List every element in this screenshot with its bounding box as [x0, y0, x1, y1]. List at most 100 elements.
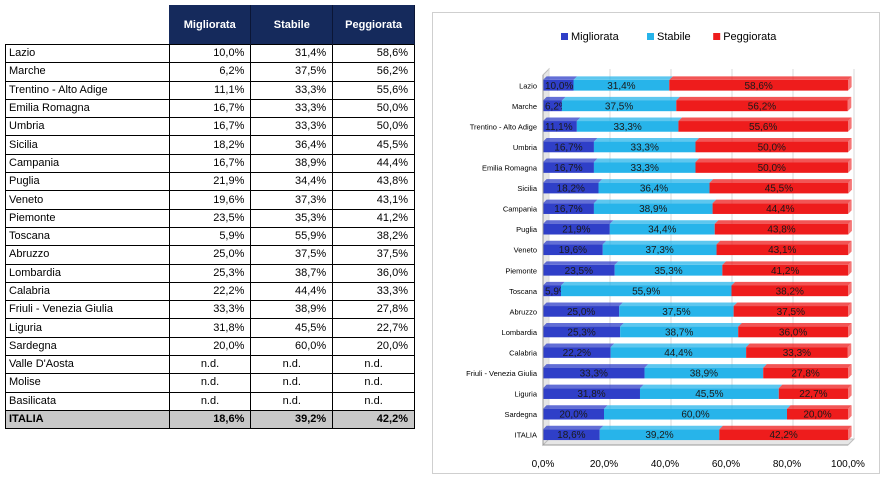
migliorata-cell: 16,7% — [168, 153, 252, 174]
region-cell: Piemonte — [5, 208, 170, 228]
peggiorata-cell: 20,0% — [332, 336, 415, 357]
migliorata-cell: 5,9% — [168, 226, 252, 247]
category-label: Emilia Romagna — [482, 164, 538, 173]
x-tick-label: 100,0% — [831, 459, 865, 470]
bar-top-face — [604, 405, 791, 409]
bar-segment-stabile — [619, 306, 734, 317]
bar-end-cap — [848, 364, 852, 379]
bar-top-face — [609, 220, 719, 224]
region-cell: ITALIA — [5, 409, 170, 430]
region-cell: Marche — [5, 62, 170, 82]
migliorata-cell: n.d. — [168, 373, 252, 393]
bar-segment-stabile — [593, 203, 713, 214]
table-row: Marche 6,2% 37,5% 56,2% — [5, 62, 415, 82]
data-label: 18,2% — [557, 184, 585, 195]
stabile-cell: n.d. — [250, 391, 334, 411]
data-label: 37,5% — [605, 101, 633, 112]
stabile-cell: 60,0% — [250, 336, 334, 357]
bar-top-face — [543, 425, 604, 430]
bar-segment-migliorata — [543, 100, 562, 112]
bar-end-cap — [848, 261, 852, 276]
stabile-cell: 37,5% — [250, 245, 334, 265]
data-label: 31,4% — [607, 81, 635, 92]
region-cell: Trentino - Alto Adige — [5, 80, 170, 100]
data-label: 37,5% — [777, 307, 805, 318]
category-label: ITALIA — [515, 431, 537, 440]
bar-top-face — [543, 158, 598, 163]
table-row: Abruzzo 25,0% 37,5% 37,5% — [5, 245, 415, 265]
table-row: Calabria 22,2% 44,4% 33,3% — [5, 281, 415, 302]
peggiorata-cell: n.d. — [332, 391, 415, 411]
peggiorata-cell: 43,1% — [332, 190, 415, 210]
peggiorata-cell: n.d. — [332, 373, 415, 393]
bar-segment-migliorata — [543, 79, 574, 91]
table-row: Sardegna 20,0% 60,0% 20,0% — [5, 336, 415, 357]
bar-top-face — [610, 343, 750, 348]
data-label: 6,2% — [545, 101, 568, 112]
peggiorata-cell: 37,5% — [332, 245, 415, 265]
bar-top-face — [714, 220, 852, 224]
region-cell: Molise — [5, 373, 170, 393]
bar-segment-stabile — [610, 347, 747, 358]
bar-end-cap — [848, 138, 852, 153]
data-label: 20,0% — [803, 410, 831, 421]
region-cell: Lombardia — [5, 263, 170, 283]
data-label: 36,4% — [640, 184, 668, 195]
bar-top-face — [543, 261, 619, 265]
data-label: 39,2% — [645, 430, 673, 441]
category-label: Lazio — [519, 81, 537, 90]
data-label: 20,0% — [559, 410, 587, 421]
regional-table-container: Migliorata Stabile Peggiorata Lazio 10,0%… — [5, 5, 415, 430]
bar-top-face — [778, 384, 852, 389]
bar-end-cap — [848, 76, 852, 91]
region-cell: Sardegna — [5, 336, 170, 357]
bar-segment-peggiorata — [733, 306, 848, 317]
category-label: Puglia — [516, 225, 538, 234]
bar-top-face — [733, 302, 852, 307]
data-label: 22,7% — [799, 389, 827, 400]
table-row: Friuli - Venezia Giulia 33,3% 38,9% 27,8% — [5, 300, 415, 320]
table-body: Lazio 10,0% 31,4% 58,6% Marche 6,2% 37,5% 56,2%… — [5, 43, 415, 430]
x-tick-label: 40,0% — [651, 459, 679, 470]
category-label: Umbria — [513, 143, 538, 152]
migliorata-cell: 33,3% — [168, 300, 252, 320]
data-label: 37,5% — [662, 307, 690, 318]
region-cell: Campania — [5, 153, 170, 174]
region-cell: Lazio — [5, 43, 170, 64]
bar-segment-peggiorata — [746, 347, 848, 358]
stabile-cell: 36,4% — [250, 135, 334, 155]
peggiorata-cell: n.d. — [332, 355, 415, 375]
category-label: Marche — [512, 102, 537, 111]
category-label: Abruzzo — [509, 307, 537, 316]
table-row: Molise n.d. n.d. n.d. — [5, 373, 415, 393]
data-label: 38,9% — [690, 369, 718, 380]
data-label: 33,3% — [631, 142, 659, 153]
table-row: Piemonte 23,5% 35,3% 41,2% — [5, 208, 415, 228]
stabile-cell: 55,9% — [250, 226, 334, 247]
stabile-cell: 37,5% — [250, 62, 334, 82]
x-tick-label: 0,0% — [532, 459, 555, 470]
bar-segment-stabile — [639, 388, 779, 399]
bar-segment-migliorata — [543, 141, 594, 153]
migliorata-cell: 16,7% — [168, 98, 252, 119]
bar-segment-migliorata — [543, 367, 645, 379]
region-cell: Puglia — [5, 172, 170, 192]
legend-swatch-peggiorata — [713, 33, 721, 40]
stabile-cell: 35,3% — [250, 208, 334, 228]
peggiorata-cell: 43,8% — [332, 172, 415, 192]
migliorata-cell: 11,1% — [168, 80, 252, 100]
table-row: Campania 16,7% 38,9% 44,4% — [5, 153, 415, 174]
data-label: 31,8% — [577, 389, 605, 400]
stabile-cell: 39,2% — [250, 409, 334, 430]
migliorata-cell: 19,6% — [168, 190, 252, 210]
bar-segment-stabile — [604, 408, 787, 420]
bar-segment-migliorata — [543, 429, 600, 441]
category-label: Veneto — [514, 246, 537, 255]
bar-top-face — [678, 117, 852, 122]
stabile-cell: 38,7% — [250, 263, 334, 283]
data-label: 38,7% — [665, 327, 693, 338]
migliorata-cell: n.d. — [168, 391, 252, 411]
bar-end-cap — [848, 117, 852, 132]
peggiorata-cell: 41,2% — [332, 208, 415, 228]
table-header-blank — [5, 5, 170, 45]
